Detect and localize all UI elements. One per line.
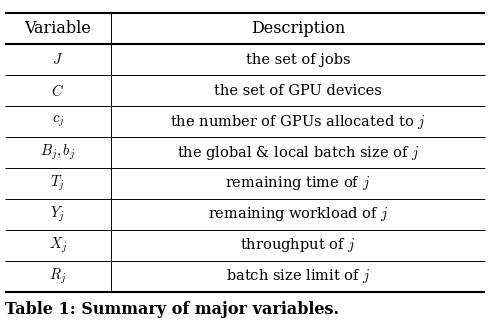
Text: remaining time of $j$: remaining time of $j$ (225, 174, 370, 193)
Text: Description: Description (251, 20, 345, 37)
Text: the set of jobs: the set of jobs (245, 52, 350, 67)
Text: $T_j$: $T_j$ (50, 174, 65, 193)
Text: remaining workload of $j$: remaining workload of $j$ (208, 205, 388, 223)
Text: the set of GPU devices: the set of GPU devices (214, 84, 382, 97)
Text: $c_j$: $c_j$ (51, 114, 64, 129)
Text: Variable: Variable (24, 20, 91, 37)
Text: $R_j$: $R_j$ (49, 267, 66, 286)
Text: $Y_j$: $Y_j$ (50, 205, 65, 224)
Text: batch size limit of $j$: batch size limit of $j$ (225, 267, 370, 285)
Text: Table 1: Summary of major variables.: Table 1: Summary of major variables. (5, 301, 339, 318)
Text: throughput of $j$: throughput of $j$ (240, 236, 355, 255)
Text: the global & local batch size of $j$: the global & local batch size of $j$ (176, 144, 419, 161)
Text: the number of GPUs allocated to $j$: the number of GPUs allocated to $j$ (170, 113, 425, 131)
Text: $X_j$: $X_j$ (49, 236, 67, 255)
Text: $B_j,b_j$: $B_j,b_j$ (40, 143, 75, 162)
Text: $J$: $J$ (52, 52, 63, 67)
Text: $C$: $C$ (51, 83, 64, 99)
